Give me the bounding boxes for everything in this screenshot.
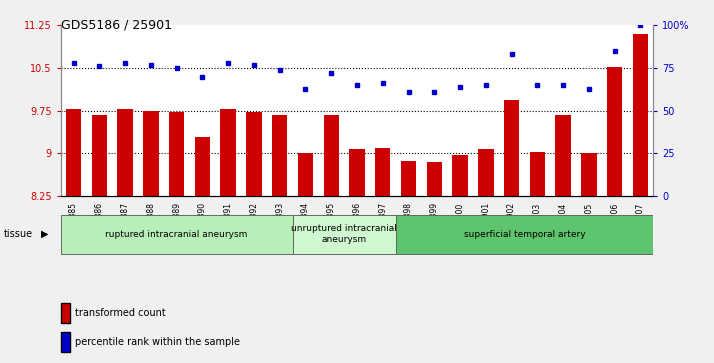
Text: GDS5186 / 25901: GDS5186 / 25901 — [61, 18, 171, 31]
Bar — [401, 161, 416, 196]
Bar — [66, 109, 81, 196]
Bar — [91, 115, 107, 196]
Bar — [61, 215, 293, 254]
Text: transformed count: transformed count — [75, 308, 166, 318]
Bar — [555, 115, 571, 196]
Bar — [396, 215, 653, 254]
Bar — [349, 150, 365, 196]
Bar — [426, 162, 442, 196]
Bar — [504, 101, 519, 196]
Bar — [293, 215, 396, 254]
Text: ▶: ▶ — [41, 229, 49, 239]
Bar — [117, 109, 133, 196]
Bar — [143, 111, 159, 196]
Bar — [169, 112, 184, 196]
Bar — [530, 152, 545, 196]
Text: superficial temporal artery: superficial temporal artery — [463, 230, 585, 238]
Bar — [272, 115, 288, 196]
Bar — [453, 155, 468, 196]
Text: percentile rank within the sample: percentile rank within the sample — [75, 337, 240, 347]
Bar — [195, 138, 210, 196]
Bar — [323, 115, 339, 196]
Bar — [581, 154, 597, 196]
Text: tissue: tissue — [4, 229, 33, 239]
Text: ruptured intracranial aneurysm: ruptured intracranial aneurysm — [106, 230, 248, 238]
Bar — [633, 34, 648, 196]
Bar — [607, 67, 623, 196]
Bar — [221, 109, 236, 196]
Bar — [478, 150, 493, 196]
Bar — [298, 154, 313, 196]
Bar — [246, 113, 261, 196]
Text: unruptured intracranial
aneurysm: unruptured intracranial aneurysm — [291, 224, 397, 244]
Bar — [375, 148, 391, 196]
